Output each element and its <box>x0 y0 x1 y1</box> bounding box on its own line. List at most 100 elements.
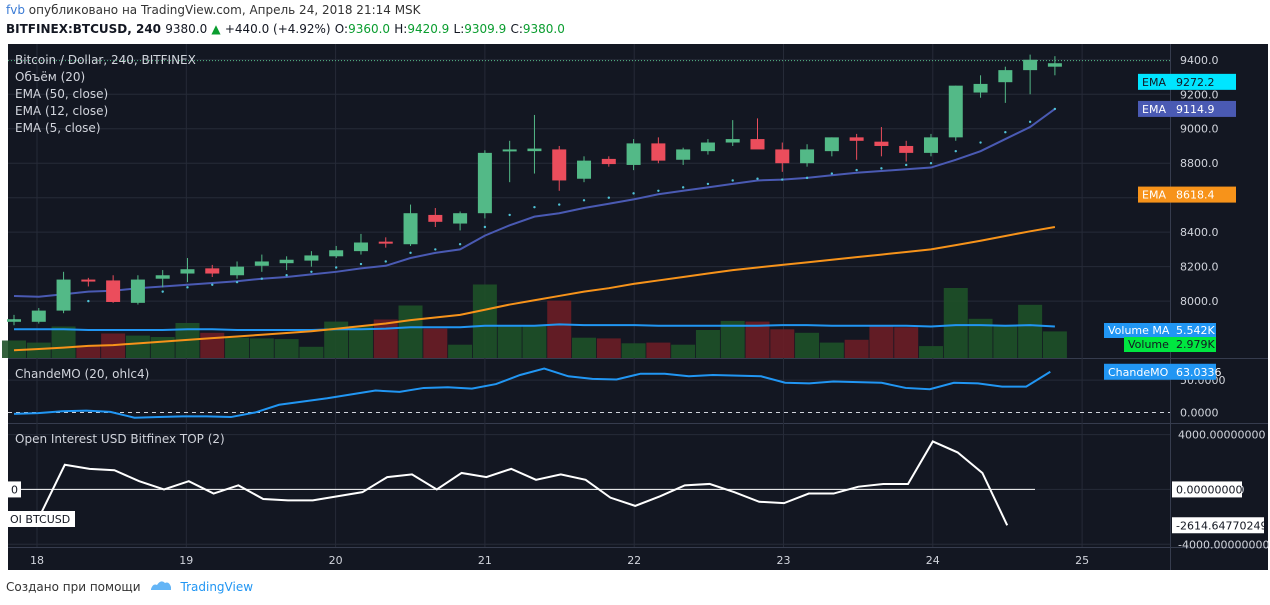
volume-bar <box>695 330 720 358</box>
cmo-tag-name: ChandeMO <box>1108 366 1169 379</box>
time-tick-label: 24 <box>926 554 940 567</box>
ema12-price-tag-bg <box>1138 100 1236 117</box>
candle-body <box>254 261 269 266</box>
volume-bar <box>348 325 373 358</box>
price-tick-label: 8200.0 <box>1180 261 1219 274</box>
ema5-point <box>781 178 784 181</box>
ema5-point <box>582 199 586 202</box>
volume-ma-line <box>14 323 1055 331</box>
footer: Создано при помощи TradingView <box>6 577 253 596</box>
candle-body <box>304 255 319 261</box>
chart-canvas[interactable]: 9400.09200.09000.08800.08600.08400.08200… <box>0 42 1270 572</box>
tradingview-logo-icon[interactable] <box>149 577 173 596</box>
volume-tag-value: 2.979K <box>1176 338 1215 351</box>
volume-bar <box>497 325 522 358</box>
oi-zero-tag-bg <box>1172 481 1242 498</box>
ema5-point <box>260 277 264 280</box>
ema5-point <box>1004 130 1007 134</box>
time-tick-label: 19 <box>179 554 193 567</box>
ema50-price-tag: EMA 8618.4 <box>1138 186 1236 203</box>
volume-bar <box>795 332 820 358</box>
volume-bar <box>225 337 250 358</box>
volume-bar <box>522 325 547 358</box>
author-link[interactable]: fvb <box>6 3 25 17</box>
ema5-point <box>235 280 239 284</box>
volume-bar <box>373 319 398 358</box>
volume-bar <box>423 328 448 358</box>
candle-body <box>973 83 988 93</box>
candle-body <box>601 158 616 165</box>
oi-series-label-bg <box>7 511 75 527</box>
change-arrow-icon: ▲ <box>211 22 221 36</box>
candle-body <box>824 137 839 152</box>
candle-body <box>626 143 641 165</box>
price-tick-label: 8400.0 <box>1180 226 1219 239</box>
ema5-point <box>334 266 338 269</box>
ema5-point <box>855 168 858 172</box>
volume-bar <box>770 329 795 358</box>
candle-body <box>477 152 492 214</box>
ema5-point <box>830 172 834 175</box>
tradingview-link[interactable]: TradingView <box>180 579 254 594</box>
ema50-price-tag-value: 8618.4 <box>1176 189 1215 202</box>
ema5-point <box>681 186 685 189</box>
ema5-point <box>706 182 710 186</box>
candle-body <box>1023 59 1038 71</box>
chart-title: Bitcoin / Dollar, 240, BITFINEX <box>15 53 196 67</box>
price-tick-label: 8000.0 <box>1180 295 1219 308</box>
price-tick-label: 9200.0 <box>1180 88 1219 101</box>
last-price: 9380.0 <box>165 22 208 36</box>
volume-bar <box>26 342 51 358</box>
ema12-price-tag-value: 9114.9 <box>1176 103 1215 116</box>
oi-title: Open Interest USD Bitfinex TOP (2) <box>15 432 225 446</box>
candle-body <box>874 141 889 146</box>
ema5-point <box>905 163 908 167</box>
indicator-legend: EMA (5, close) <box>15 121 101 135</box>
volume-tag: Volume 2.979K <box>1124 337 1216 352</box>
cmo-tag-bg <box>1104 363 1216 380</box>
indicator-legend: Объём (20) <box>15 70 85 84</box>
ema5-point <box>434 248 437 251</box>
price-tick-label: 9000.0 <box>1180 123 1219 136</box>
ema5-point <box>607 196 610 199</box>
candle-body <box>353 242 368 252</box>
candle-body <box>750 139 765 150</box>
candle-body <box>651 143 666 161</box>
volume-bar <box>547 300 572 358</box>
candle-body <box>899 145 914 153</box>
candle-body <box>849 137 864 141</box>
ema5-point <box>954 149 957 153</box>
volume-bar <box>596 338 621 358</box>
oi-line <box>39 440 1009 526</box>
ema5-point <box>483 225 487 229</box>
oi-series-label: OI BTCUSD <box>10 513 70 526</box>
ema5-point <box>1053 107 1057 111</box>
oi-tick-label: 4000.00000000 <box>1178 429 1265 442</box>
candle-body <box>948 85 963 138</box>
volume-bar <box>1018 304 1043 358</box>
ema50-price-tag-name: EMA <box>1142 189 1166 202</box>
volume-bar <box>448 344 473 358</box>
time-tick-label: 18 <box>30 554 44 567</box>
ema5-price-tag-name: EMA <box>1142 76 1166 89</box>
high-label: H: <box>394 22 408 36</box>
candle-body <box>31 310 46 322</box>
candle-body <box>81 279 96 282</box>
indicator-legend: EMA (12, close) <box>15 104 108 118</box>
volume-bar <box>249 338 274 358</box>
ema5-point <box>384 260 387 263</box>
ema5-point <box>533 205 536 209</box>
candle-body <box>502 149 517 152</box>
time-tick-label: 23 <box>777 554 791 567</box>
time-tick-label: 22 <box>627 554 641 567</box>
indicator-legend: EMA (50, close) <box>15 87 108 101</box>
ema5-point <box>409 251 412 255</box>
price-tick-label: 9400.0 <box>1180 54 1219 67</box>
volume-bar <box>76 345 101 358</box>
volume-bar <box>200 332 225 358</box>
ema5-price-tag: EMA 9272.2 <box>1138 73 1236 90</box>
volume-bar <box>819 342 844 358</box>
volume-bar <box>869 326 894 358</box>
ema5-point <box>731 179 734 182</box>
